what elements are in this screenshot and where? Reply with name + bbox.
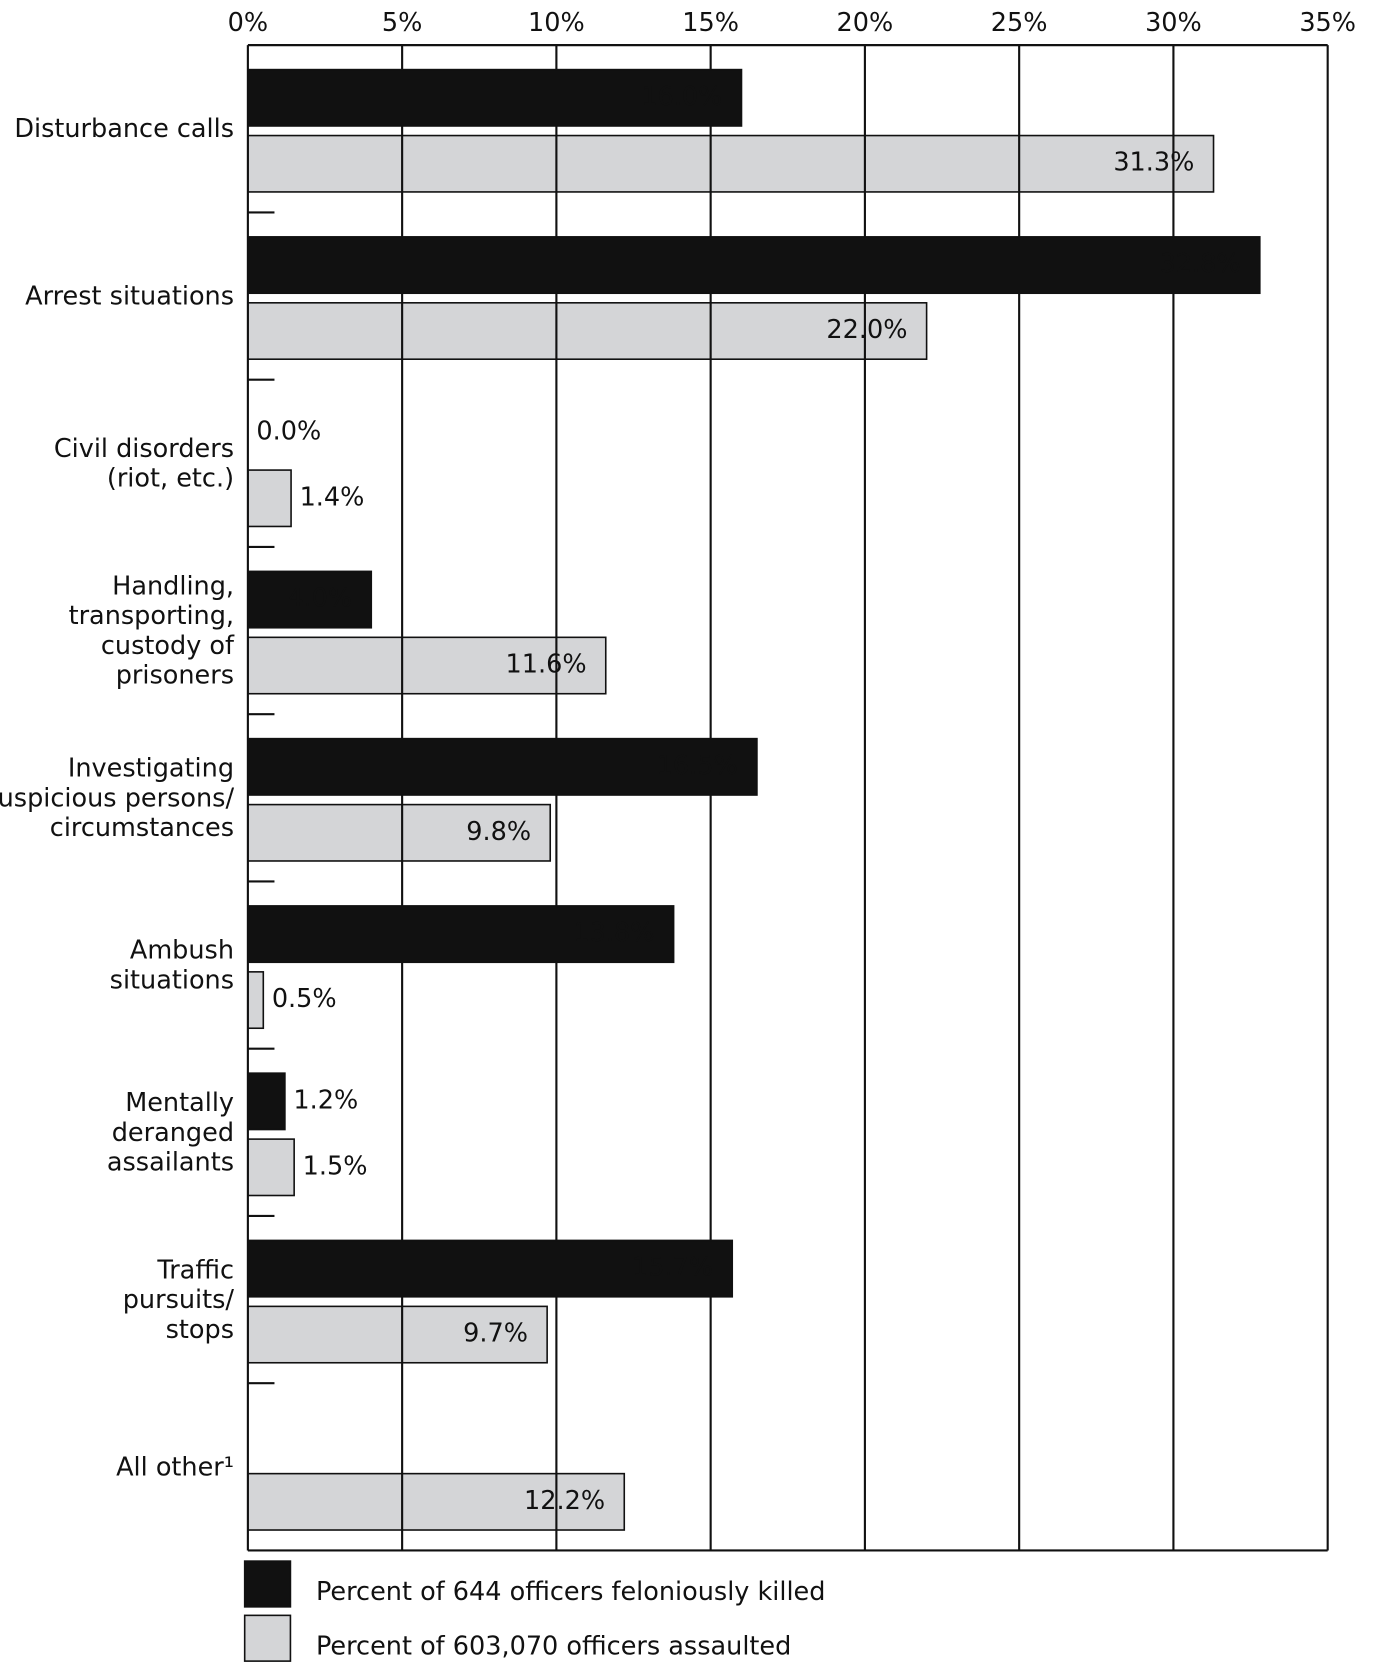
category-label: Ambush situations [110, 936, 234, 996]
value-label: 12.2% [524, 1486, 605, 1516]
value-label: 9.8% [466, 817, 531, 847]
x-tick-label: 35% [1299, 8, 1356, 38]
category-label: Arrest situations [25, 281, 234, 311]
x-tick-label: 15% [682, 8, 739, 38]
category-label: Mentally deranged assailants [107, 1088, 234, 1178]
legend-swatch [243, 1560, 292, 1608]
x-tick-label: 30% [1145, 8, 1202, 38]
bar [247, 803, 552, 862]
bar [247, 1072, 286, 1131]
x-tick-label: 25% [991, 8, 1048, 38]
category-label: Traffic pursuits/stops [123, 1255, 235, 1345]
value-label: 1.2% [293, 1085, 358, 1115]
bar [247, 236, 1261, 295]
bar [247, 469, 292, 528]
bar [247, 570, 373, 629]
category-label: Investigating suspicious persons/circumst… [0, 753, 234, 843]
x-tick-label: 5% [382, 8, 422, 38]
bar [247, 1472, 626, 1531]
value-label: 4.0% [287, 584, 352, 614]
category-label: All other¹ [116, 1452, 234, 1482]
value-label: 0.5% [272, 984, 337, 1014]
bar [247, 302, 928, 360]
value-label: 16.0% [641, 82, 722, 112]
bar [247, 1239, 734, 1298]
value-label: 13.8% [573, 918, 654, 948]
value-label: 31.3% [1113, 148, 1194, 178]
category-label: Civil disorders (riot, etc.) [54, 434, 234, 494]
bar [247, 737, 758, 796]
bar [247, 134, 1215, 193]
legend-label: Percent of 644 officers feloniously kill… [316, 1577, 825, 1607]
bar [247, 1305, 548, 1364]
value-label: 0.0% [256, 416, 321, 446]
value-label: 32.8% [1160, 249, 1241, 279]
x-tick-label: 10% [528, 8, 585, 38]
value-label: 11.6% [506, 650, 587, 680]
legend-label: Percent of 603,070 officers assaulted [316, 1631, 791, 1661]
bar [247, 905, 675, 964]
bar [247, 68, 743, 127]
value-label: 16.5% [657, 751, 738, 781]
value-label: 1.4% [300, 482, 365, 512]
category-label: Disturbance calls [14, 114, 234, 144]
value-label: 15.7% [632, 1253, 713, 1283]
value-label: 22.0% [826, 315, 907, 345]
value-label: 9.7% [463, 1319, 528, 1349]
category-label: Handling, transporting, custody of prisoner… [69, 571, 235, 690]
legend-swatch [243, 1614, 292, 1662]
value-label: 1.5% [303, 1151, 368, 1181]
bar [247, 1138, 295, 1197]
x-tick-label: 0% [228, 8, 268, 38]
bar [247, 971, 265, 1030]
x-tick-label: 20% [837, 8, 894, 38]
